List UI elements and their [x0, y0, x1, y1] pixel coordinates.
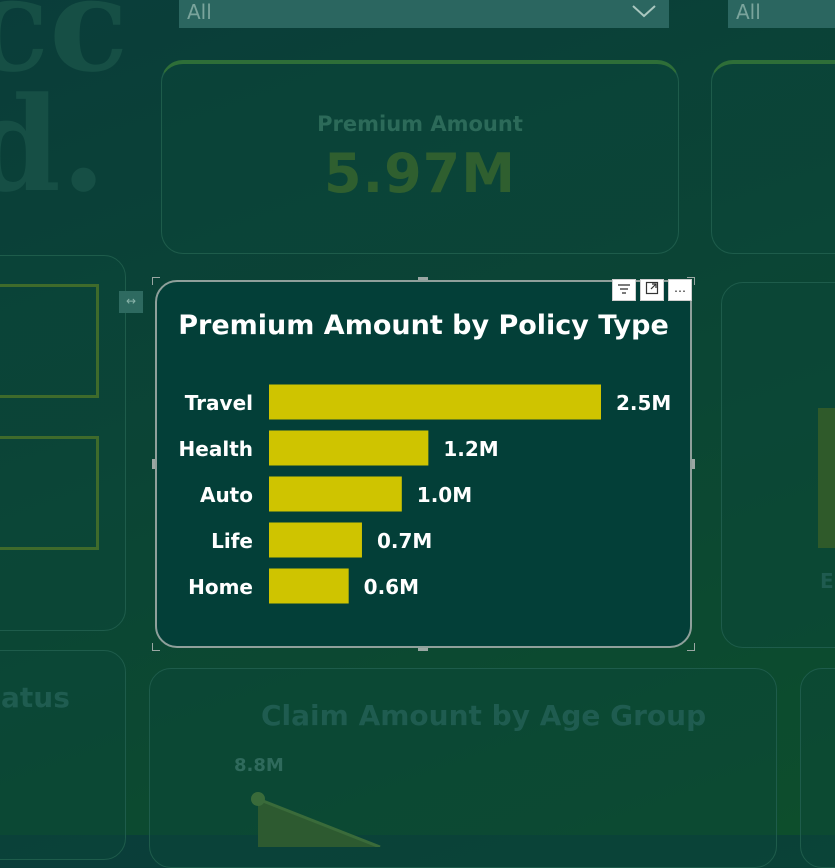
kpi-card-premium: Premium Amount 5.97M: [161, 60, 679, 254]
status-title: atus: [1, 681, 70, 714]
resize-handle-bottom[interactable]: [418, 648, 428, 651]
premium-by-policy-visual[interactable]: Premium Amount by Policy Type Travel 2.5M…: [155, 280, 692, 648]
category-label-health: Health: [179, 437, 253, 461]
chart-title: Premium Amount by Policy Type: [178, 310, 669, 341]
category-label-home: Home: [188, 575, 253, 599]
category-label-life: Life: [211, 529, 253, 553]
resize-handle-right[interactable]: [692, 459, 695, 469]
bar-travel[interactable]: [269, 384, 601, 420]
slicer-1-value: All: [187, 0, 212, 24]
kpi-card-right: [711, 60, 835, 254]
left-card: [0, 255, 126, 631]
bar-life[interactable]: [269, 522, 362, 558]
bar-auto[interactable]: [269, 476, 402, 512]
filter-icon[interactable]: [612, 279, 636, 301]
claim-chart-value-label: 8.8M: [234, 755, 284, 776]
category-label-auto: Auto: [200, 483, 253, 507]
right-partial-label: E: [820, 569, 834, 593]
focus-mode-icon[interactable]: [640, 279, 664, 301]
status-card: atus: [0, 650, 126, 860]
bar-home[interactable]: [269, 568, 349, 604]
chevron-down-icon[interactable]: [631, 0, 657, 24]
more-options-icon[interactable]: ⋯: [668, 279, 692, 301]
data-label-life: 0.7M: [377, 529, 432, 553]
data-label-home: 0.6M: [364, 575, 419, 599]
headline-letters: cc d.: [0, 0, 129, 210]
collapse-handle-icon[interactable]: ↔: [119, 291, 143, 313]
data-label-health: 1.2M: [443, 437, 498, 461]
kpi-label: Premium Amount: [317, 112, 523, 136]
slicer-2-value: All: [736, 0, 761, 24]
bar-chart: Travel 2.5M Health 1.2M Auto 1.0M Life 0.7M Home…: [179, 384, 671, 604]
data-label-travel: 2.5M: [616, 391, 671, 415]
right-card: E: [721, 282, 835, 648]
left-box-2: [0, 436, 99, 550]
far-right-card: [800, 668, 835, 868]
claim-chart-line: [251, 792, 381, 847]
headline-line-2: d.: [0, 68, 107, 221]
headline-line-1: cc: [0, 0, 129, 101]
bar-health[interactable]: [269, 430, 429, 466]
category-label-travel: Travel: [185, 391, 253, 415]
slicer-1[interactable]: All: [179, 0, 669, 28]
left-box-1: [0, 284, 99, 398]
claim-chart-card: Claim Amount by Age Group 8.8M: [149, 668, 777, 868]
data-label-auto: 1.0M: [417, 483, 472, 507]
slicer-2[interactable]: All: [728, 0, 835, 28]
kpi-value: 5.97M: [324, 142, 516, 205]
claim-chart-title: Claim Amount by Age Group: [261, 699, 707, 732]
right-bar: [818, 408, 835, 548]
